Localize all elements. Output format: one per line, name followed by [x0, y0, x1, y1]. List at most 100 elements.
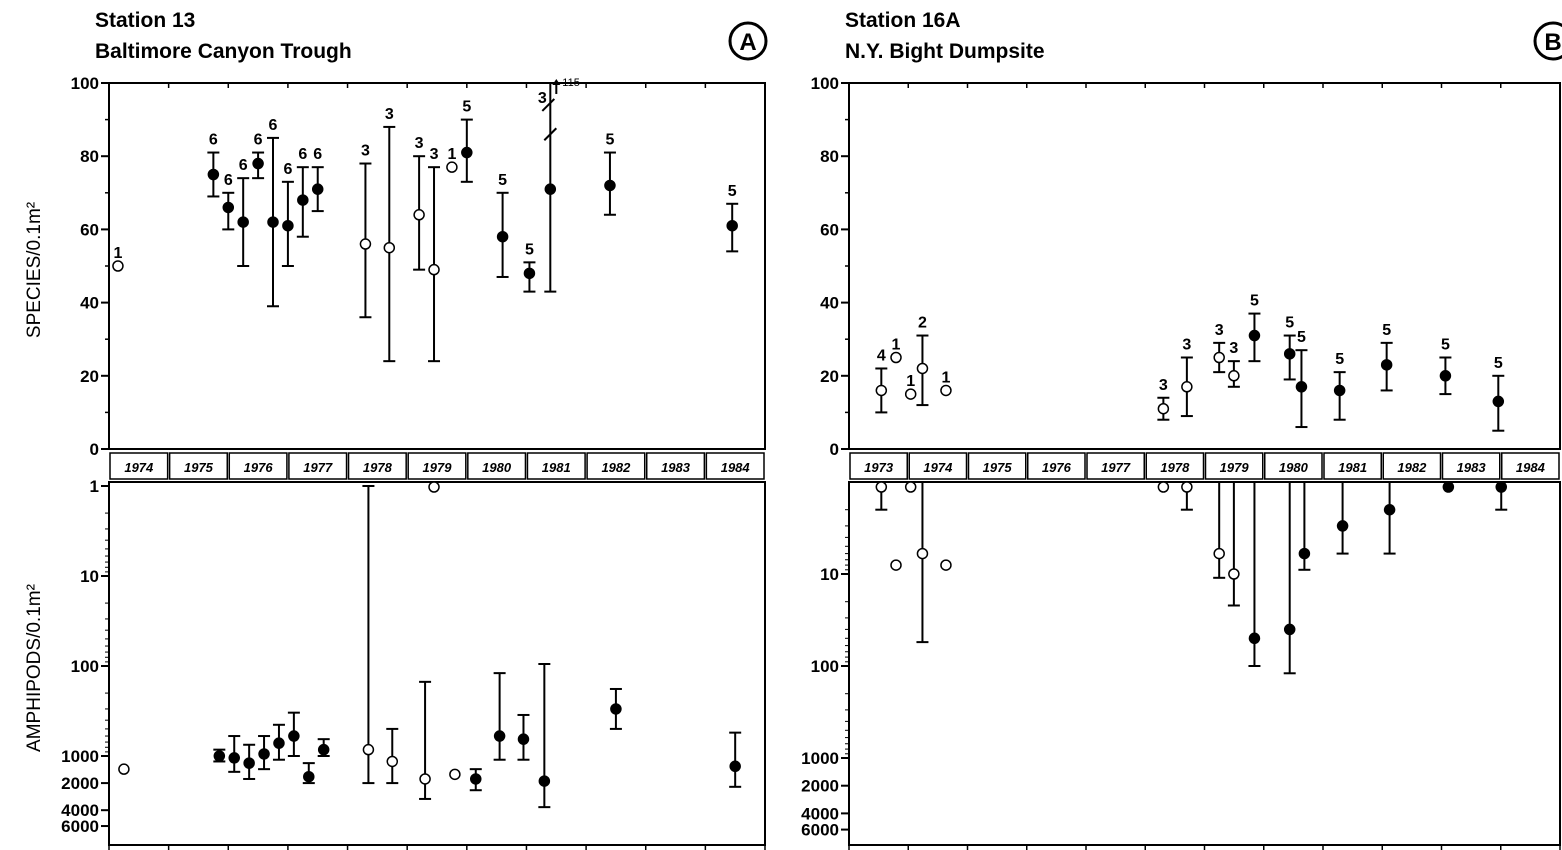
- sample-count-label: 1: [113, 245, 122, 262]
- panel-a: 0 20 40 60 80 100 1974 1975 1976 1977 1978 1979 1980…: [61, 74, 766, 850]
- year-label: 1977: [303, 460, 333, 475]
- species-point-filled: [282, 219, 294, 232]
- species-offscale-label: 115: [562, 77, 580, 89]
- sample-count-label: 6: [239, 157, 248, 174]
- year-label: 1984: [721, 460, 751, 475]
- sample-count-label: 5: [462, 99, 471, 116]
- year-label: 1979: [423, 460, 453, 475]
- sample-count-label: 5: [1285, 315, 1294, 332]
- year-label: 1978: [1160, 460, 1190, 475]
- year-label: 1983: [661, 460, 691, 475]
- species-point-open: [1181, 381, 1193, 393]
- year-cell: [1441, 452, 1501, 480]
- sample-count-label: 5: [605, 132, 614, 149]
- species-point-filled: [1439, 370, 1452, 382]
- sample-count-label: 2: [918, 315, 927, 332]
- species-point-filled: [496, 230, 509, 243]
- species-point-filled: [604, 179, 616, 192]
- species-point-filled: [252, 157, 264, 170]
- year-cell: [586, 452, 646, 480]
- year-cell: [1145, 452, 1205, 480]
- species-point-filled: [726, 219, 738, 232]
- sample-count-label: 6: [224, 172, 233, 189]
- sample-count-label: 5: [498, 172, 507, 189]
- amphipod-point-filled: [288, 730, 300, 742]
- amphipod-y-tick-label: 1000: [61, 747, 99, 766]
- species-point-filled: [1248, 329, 1261, 342]
- species-point-open: [383, 241, 396, 254]
- amphipod-y-tick-label: 6000: [801, 821, 839, 840]
- year-cell: [1501, 452, 1560, 480]
- sample-count-label: 5: [1382, 322, 1391, 339]
- year-label: 1976: [1042, 460, 1072, 475]
- amphipod-point-open: [1213, 547, 1225, 560]
- sample-count-label: 3: [1182, 337, 1191, 354]
- amphipod-y-tick-label: 4000: [61, 801, 99, 820]
- species-y-tick-label: 0: [90, 440, 99, 459]
- year-cell: [109, 452, 169, 480]
- year-cell: [168, 452, 229, 480]
- amphipod-point-filled: [228, 752, 240, 764]
- sample-count-label: 5: [1441, 337, 1450, 354]
- panel-b: 0 20 40 60 80 100 1973 1974 1975 1976 1977 1978 1979…: [801, 74, 1561, 850]
- year-cell: [1323, 452, 1382, 480]
- species-plot-frame: [848, 82, 1561, 450]
- species-point-open: [413, 209, 425, 221]
- amphipod-point-filled: [1336, 520, 1349, 532]
- species-point-filled: [1380, 359, 1393, 371]
- year-cell: [705, 452, 765, 480]
- species-point-filled: [1283, 348, 1296, 360]
- species-point-filled: [461, 146, 473, 159]
- year-cell: [467, 452, 527, 480]
- sample-count-label: 5: [525, 241, 534, 258]
- amphipod-point-filled: [303, 770, 315, 783]
- year-label: 1974: [923, 460, 953, 475]
- year-cell: [967, 452, 1027, 480]
- year-label: 1981: [1338, 460, 1367, 475]
- sample-count-label: 3: [430, 146, 439, 163]
- amphipod-y-tick-label: 100: [811, 657, 839, 676]
- sample-count-label: 5: [728, 183, 737, 200]
- sample-count-label: 6: [269, 117, 278, 134]
- sample-count-label: 5: [1335, 351, 1344, 368]
- species-y-tick-label: 100: [811, 74, 839, 93]
- species-y-tick-label: 60: [820, 220, 839, 239]
- year-label: 1980: [482, 460, 512, 475]
- species-point-open: [1213, 351, 1225, 364]
- amphipod-point-open: [940, 559, 952, 571]
- species-y-tick-label: 20: [80, 367, 99, 386]
- amphipod-point-filled: [1442, 481, 1455, 493]
- year-cell: [1382, 452, 1442, 480]
- amphipod-point-filled: [213, 750, 226, 762]
- amphipod-point-open: [890, 559, 902, 571]
- species-y-tick-label: 80: [820, 147, 839, 166]
- amphipods-axis-label: AMPHIPODS/0.1m²: [24, 584, 45, 752]
- year-cell: [1027, 452, 1086, 480]
- species-point-filled: [267, 216, 279, 228]
- year-label: 1973: [864, 460, 894, 475]
- sample-count-label: 3: [385, 106, 394, 123]
- amphipod-point-filled: [1298, 547, 1311, 560]
- amphipod-y-tick-label: 100: [71, 657, 99, 676]
- amphipod-point-open: [904, 481, 917, 493]
- species-point-filled: [544, 183, 557, 195]
- amphipod-plot-frame: [848, 481, 1561, 846]
- species-y-tick-label: 20: [820, 367, 839, 386]
- amphipod-point-filled: [1495, 481, 1507, 493]
- amphipod-point-filled: [243, 757, 255, 769]
- sample-count-label: 3: [1215, 322, 1224, 339]
- species-point-filled: [1295, 381, 1308, 393]
- sample-count-label: 1: [447, 146, 456, 163]
- amphipod-point-filled: [317, 743, 330, 756]
- year-cell: [908, 452, 968, 480]
- species-y-tick-label: 60: [80, 220, 99, 239]
- year-label: 1975: [983, 460, 1013, 475]
- species-point-filled: [1492, 395, 1505, 408]
- amphipod-point-filled: [470, 773, 482, 785]
- species-y-tick-label: 40: [80, 294, 99, 313]
- year-cell: [526, 452, 586, 480]
- amphipod-y-tick-label: 2000: [801, 777, 839, 796]
- species-y-tick-label: 80: [80, 147, 99, 166]
- panel-b-title: Station 16A: [845, 9, 961, 32]
